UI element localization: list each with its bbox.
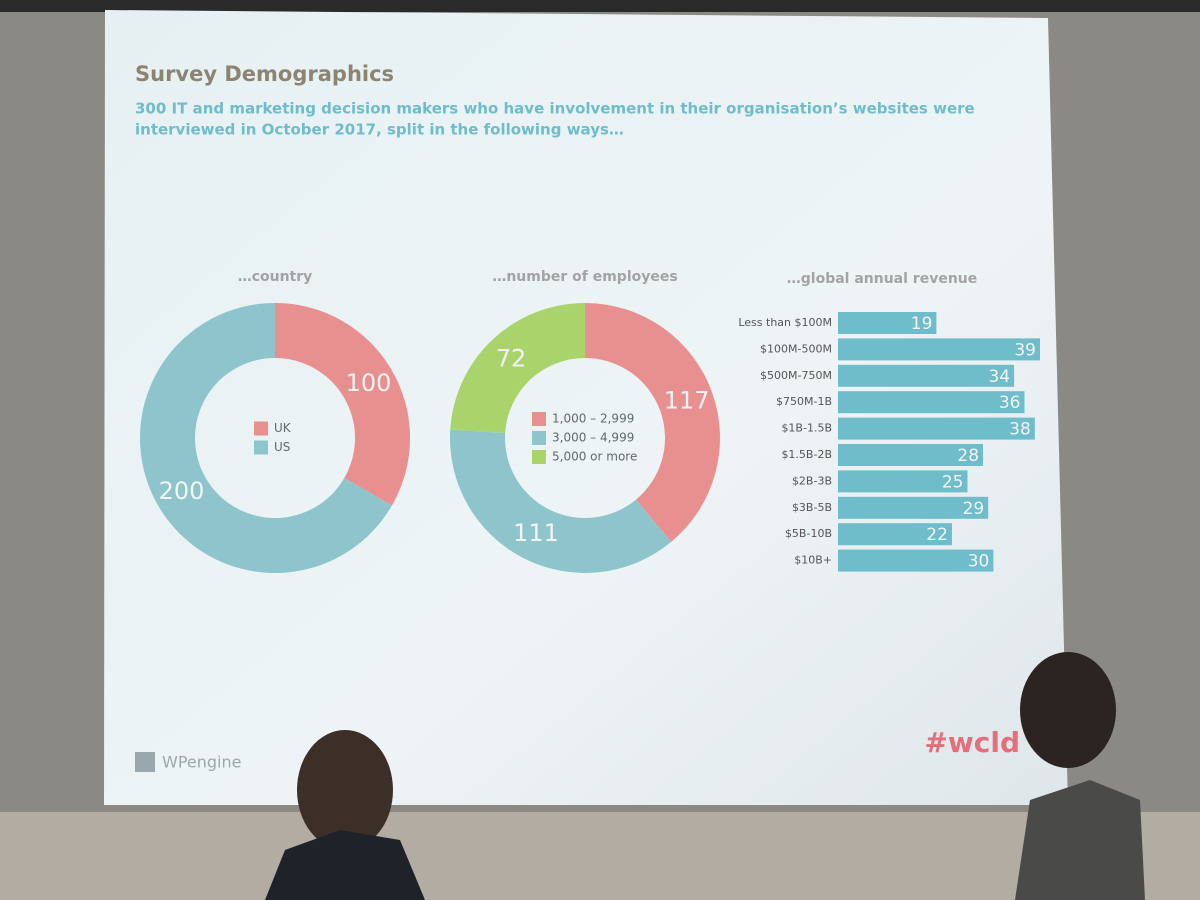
- y-tick-label: $1.5B-2B: [781, 448, 832, 461]
- chart-title: …number of employees: [492, 269, 677, 285]
- room-floor: [0, 812, 1200, 900]
- donut-slice: [449, 429, 672, 573]
- data-label: 72: [496, 344, 527, 372]
- person-left: [297, 730, 393, 850]
- y-tick-label: $5B-10B: [785, 527, 832, 540]
- bar: [838, 338, 1040, 361]
- data-label: 30: [968, 552, 990, 572]
- person-right: [1020, 652, 1116, 768]
- donut-slice: [275, 303, 410, 506]
- legend-label: UK: [274, 421, 292, 435]
- legend-label: 3,000 – 4,999: [552, 431, 634, 445]
- slide: [104, 10, 1068, 805]
- data-label: 25: [942, 472, 964, 492]
- legend-label: 5,000 or more: [552, 450, 637, 464]
- y-tick-label: $10B+: [794, 554, 832, 567]
- slide-subtitle: interviewed in October 2017, split in th…: [135, 121, 624, 139]
- data-label: 117: [664, 386, 710, 414]
- bar: [838, 470, 968, 493]
- y-tick-label: $100M-500M: [760, 342, 832, 355]
- y-tick-label: $500M-750M: [760, 369, 832, 382]
- bar: [838, 364, 1015, 387]
- legend-swatch: [254, 421, 268, 436]
- donut-slice: [450, 303, 585, 433]
- chart-title: …global annual revenue: [787, 271, 978, 287]
- screen-top: [0, 0, 1200, 12]
- hashtag: #wcld: [924, 726, 1020, 759]
- y-tick-label: $3B-5B: [792, 501, 832, 514]
- data-label: 36: [999, 393, 1021, 413]
- data-label: 111: [513, 519, 559, 547]
- y-tick-label: $750M-1B: [776, 395, 832, 408]
- charts: …country 100 200 UK US …number of employees 11…: [139, 269, 1040, 573]
- data-label: 100: [346, 369, 392, 397]
- y-tick-label: $2B-3B: [792, 474, 832, 487]
- chart-title: …country: [238, 269, 313, 285]
- legend-swatch: [532, 412, 546, 426]
- bar: [838, 549, 994, 572]
- legend-label: US: [274, 440, 290, 454]
- data-label: 200: [159, 477, 205, 505]
- bar: [838, 312, 937, 334]
- logo-text: WPengine: [162, 753, 241, 772]
- data-label: 29: [963, 499, 985, 519]
- legend-label: 1,000 – 2,999: [552, 412, 634, 426]
- person-right-body: [1015, 780, 1145, 900]
- bar: [838, 444, 984, 466]
- logo-icon: [135, 752, 155, 772]
- data-label: 22: [926, 525, 948, 545]
- slide-title: Survey Demographics: [135, 62, 394, 86]
- bar: [838, 496, 989, 519]
- donut-slice: [585, 303, 720, 543]
- data-label: 34: [988, 367, 1010, 387]
- slide-subtitle: 300 IT and marketing decision makers who…: [135, 100, 975, 118]
- legend-swatch: [254, 440, 268, 455]
- bar: [838, 417, 1035, 440]
- donut-slice: [139, 303, 392, 573]
- data-label: 39: [1014, 340, 1036, 360]
- bar: [838, 391, 1025, 414]
- legend-swatch: [532, 450, 546, 464]
- y-tick-label: $1B-1.5B: [781, 422, 832, 435]
- person-left-body: [265, 830, 425, 900]
- bar: [838, 523, 952, 546]
- y-tick-label: Less than $100M: [738, 316, 832, 329]
- legend-swatch: [532, 431, 546, 445]
- data-label: 38: [1009, 420, 1031, 440]
- data-label: 28: [957, 446, 979, 466]
- data-label: 19: [911, 314, 933, 334]
